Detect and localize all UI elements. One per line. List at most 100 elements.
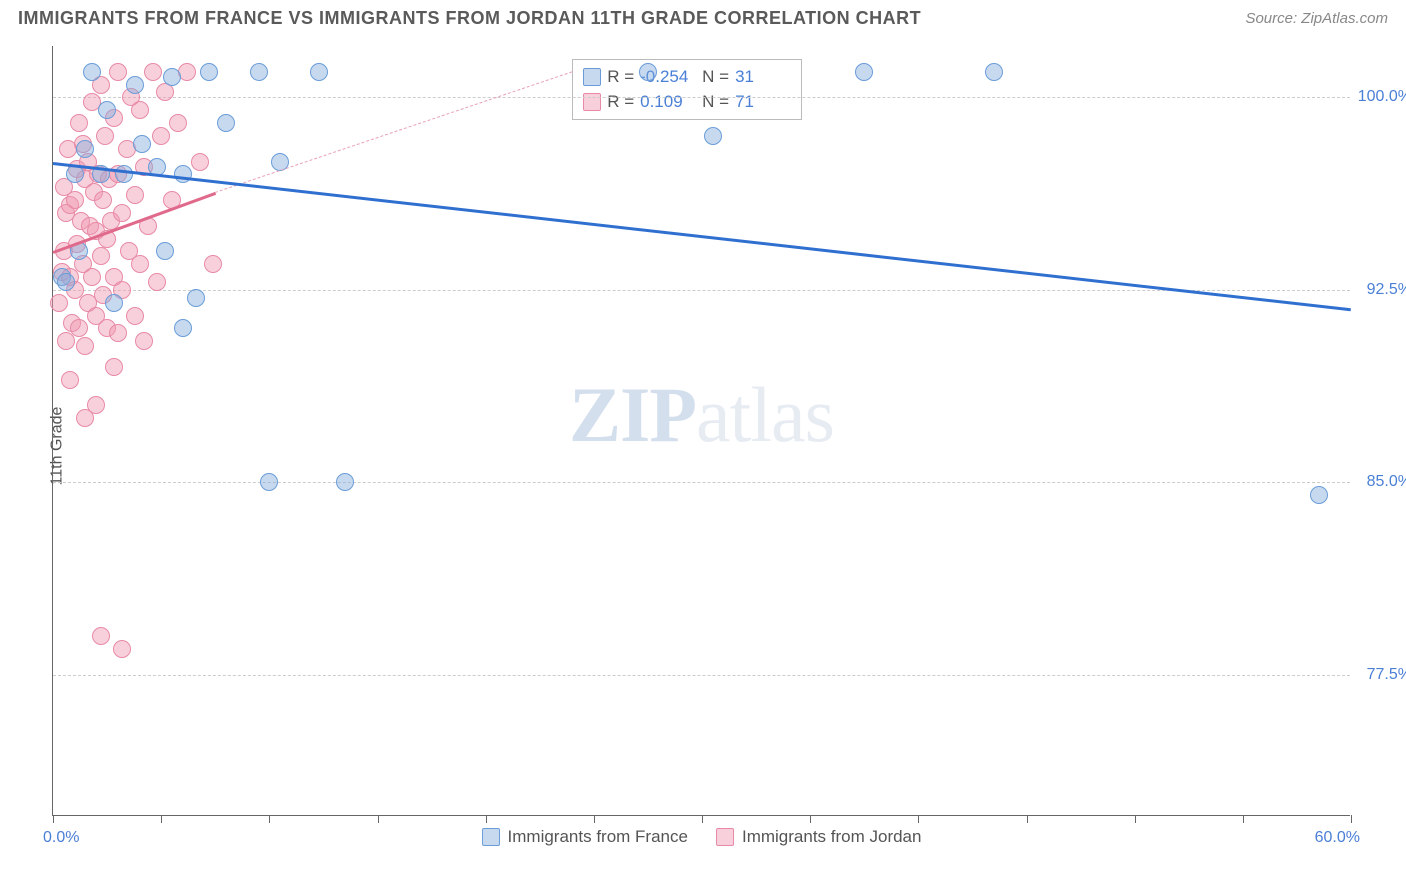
- stat-R-label: R =: [607, 64, 634, 90]
- scatter-point-jordan: [76, 337, 94, 355]
- scatter-point-france: [126, 76, 144, 94]
- x-axis-max-label: 60.0%: [1315, 829, 1360, 847]
- scatter-point-jordan: [92, 247, 110, 265]
- scatter-point-jordan: [50, 294, 68, 312]
- gridline-h: [53, 675, 1350, 676]
- scatter-point-jordan: [92, 627, 110, 645]
- scatter-point-france: [217, 114, 235, 132]
- scatter-point-france: [105, 294, 123, 312]
- scatter-point-france: [66, 165, 84, 183]
- x-tick: [1243, 815, 1244, 823]
- scatter-point-jordan: [126, 186, 144, 204]
- scatter-point-france: [133, 135, 151, 153]
- source-label: Source: ZipAtlas.com: [1245, 10, 1388, 27]
- x-tick: [702, 815, 703, 823]
- scatter-point-jordan: [109, 63, 127, 81]
- scatter-point-jordan: [70, 319, 88, 337]
- legend-swatch-jordan: [716, 828, 734, 846]
- scatter-point-jordan: [105, 358, 123, 376]
- scatter-point-france: [187, 289, 205, 307]
- scatter-point-france: [98, 101, 116, 119]
- stat-swatch-jordan: [583, 93, 601, 111]
- scatter-point-france: [985, 63, 1003, 81]
- scatter-point-jordan: [83, 268, 101, 286]
- x-tick: [161, 815, 162, 823]
- scatter-point-france: [310, 63, 328, 81]
- scatter-point-jordan: [152, 127, 170, 145]
- scatter-point-france: [115, 165, 133, 183]
- scatter-point-jordan: [148, 273, 166, 291]
- scatter-point-jordan: [70, 114, 88, 132]
- legend-item-jordan: Immigrants from Jordan: [716, 827, 922, 847]
- scatter-point-france: [704, 127, 722, 145]
- x-tick: [918, 815, 919, 823]
- gridline-h: [53, 482, 1350, 483]
- scatter-point-jordan: [131, 101, 149, 119]
- scatter-point-jordan: [169, 114, 187, 132]
- x-axis-min-label: 0.0%: [43, 829, 79, 847]
- scatter-point-france: [260, 473, 278, 491]
- x-tick: [594, 815, 595, 823]
- plot-area: ZIPatlas 0.0% 60.0% R =-0.254N =31R =0.1…: [52, 46, 1350, 816]
- scatter-point-jordan: [126, 307, 144, 325]
- stat-R-label: R =: [607, 89, 634, 115]
- scatter-point-france: [639, 63, 657, 81]
- x-tick: [1135, 815, 1136, 823]
- scatter-point-france: [1310, 486, 1328, 504]
- scatter-point-france: [200, 63, 218, 81]
- legend-label-france: Immigrants from France: [508, 827, 688, 847]
- scatter-point-jordan: [109, 324, 127, 342]
- scatter-point-france: [57, 273, 75, 291]
- x-tick: [1351, 815, 1352, 823]
- scatter-point-jordan: [61, 371, 79, 389]
- y-tick-label: 77.5%: [1367, 666, 1406, 684]
- chart-title: IMMIGRANTS FROM FRANCE VS IMMIGRANTS FRO…: [18, 8, 921, 29]
- scatter-point-jordan: [66, 191, 84, 209]
- y-tick-label: 100.0%: [1358, 88, 1406, 106]
- scatter-point-jordan: [96, 127, 114, 145]
- y-tick-label: 85.0%: [1367, 473, 1406, 491]
- scatter-point-jordan: [135, 332, 153, 350]
- stat-row-jordan: R =0.109N =71: [583, 89, 791, 115]
- gridline-h: [53, 290, 1350, 291]
- regression-line-france: [53, 162, 1351, 311]
- x-tick: [269, 815, 270, 823]
- bottom-legend: Immigrants from France Immigrants from J…: [482, 827, 922, 847]
- x-tick: [810, 815, 811, 823]
- scatter-point-france: [174, 319, 192, 337]
- scatter-point-france: [83, 63, 101, 81]
- stat-N-value: 71: [735, 89, 791, 115]
- watermark: ZIPatlas: [569, 370, 834, 460]
- x-tick: [378, 815, 379, 823]
- x-tick: [53, 815, 54, 823]
- stat-row-france: R =-0.254N =31: [583, 64, 791, 90]
- scatter-point-france: [855, 63, 873, 81]
- scatter-point-france: [250, 63, 268, 81]
- regression-line-jordan-ext: [215, 72, 572, 194]
- scatter-point-jordan: [191, 153, 209, 171]
- gridline-h: [53, 97, 1350, 98]
- scatter-point-jordan: [94, 191, 112, 209]
- stat-N-value: 31: [735, 64, 791, 90]
- scatter-point-france: [174, 165, 192, 183]
- scatter-point-france: [163, 68, 181, 86]
- legend-swatch-france: [482, 828, 500, 846]
- legend-item-france: Immigrants from France: [482, 827, 688, 847]
- scatter-point-jordan: [156, 83, 174, 101]
- scatter-point-jordan: [204, 255, 222, 273]
- stat-R-value: 0.109: [640, 89, 696, 115]
- scatter-point-jordan: [131, 255, 149, 273]
- stat-N-label: N =: [702, 64, 729, 90]
- x-tick: [1027, 815, 1028, 823]
- x-tick: [486, 815, 487, 823]
- correlation-stat-box: R =-0.254N =31R =0.109N =71: [572, 59, 802, 120]
- scatter-point-france: [336, 473, 354, 491]
- scatter-point-jordan: [76, 409, 94, 427]
- legend-label-jordan: Immigrants from Jordan: [742, 827, 922, 847]
- scatter-point-france: [156, 242, 174, 260]
- scatter-point-jordan: [113, 640, 131, 658]
- stat-swatch-france: [583, 68, 601, 86]
- scatter-point-jordan: [113, 204, 131, 222]
- scatter-point-france: [76, 140, 94, 158]
- y-tick-label: 92.5%: [1367, 281, 1406, 299]
